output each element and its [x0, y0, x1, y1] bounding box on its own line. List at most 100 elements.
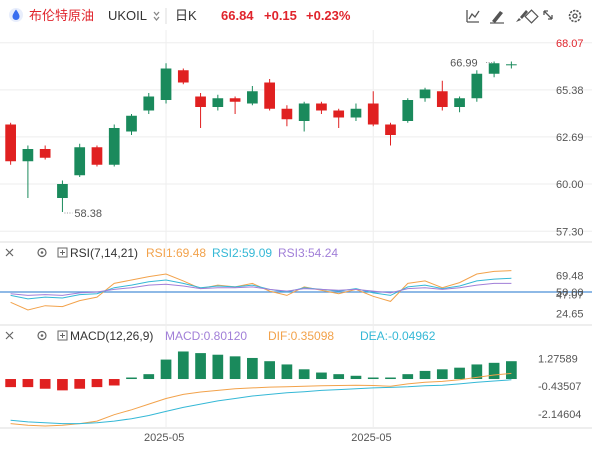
candle-body: [506, 64, 517, 66]
close-indicator-icon[interactable]: [5, 248, 14, 257]
candle: [333, 108, 345, 128]
macd-histogram-bar: [212, 354, 224, 380]
macd-histogram-bar: [74, 379, 86, 389]
settings-icon[interactable]: [568, 9, 582, 23]
rsi-series-line: [10, 282, 512, 296]
candle-body: [316, 103, 327, 111]
macd-histogram-bar: [367, 377, 379, 380]
candle-body: [402, 100, 414, 121]
candle: [454, 96, 465, 113]
macd-histogram-bar: [350, 375, 362, 380]
price-grid: [0, 30, 592, 428]
y-tick-label: -0.43507: [538, 381, 581, 393]
candle-body: [350, 108, 362, 118]
high-price-label: 66.99: [450, 58, 478, 70]
candle-body: [385, 124, 396, 135]
candle-body: [160, 68, 172, 100]
macd-panel[interactable]: MACD(12,26,9) MACD:0.80120 DIF:0.35098 D…: [5, 329, 581, 427]
rsi1-label: RSI1:69.48: [146, 246, 206, 260]
candle-body: [281, 108, 293, 120]
macd-histogram-bar: [126, 377, 137, 380]
y-tick-label: 24.65: [556, 309, 584, 321]
price-change-pct: +0.23%: [306, 8, 351, 23]
rsi-panel[interactable]: RSI(7,14,21) RSI1:69.48 RSI2:59.09 RSI3:…: [0, 246, 592, 321]
candle-body: [126, 115, 137, 132]
candle-body: [57, 184, 68, 198]
candle: [177, 68, 189, 85]
y-tick-label: -2.14604: [538, 409, 581, 421]
close-indicator-icon[interactable]: [5, 331, 14, 340]
macd-value-label: MACD:0.80120: [165, 329, 247, 343]
macd-histogram-bar: [5, 379, 16, 388]
fill-icon[interactable]: [524, 9, 539, 24]
macd-histogram-bar: [160, 359, 172, 380]
candle: [402, 98, 414, 123]
symbol-label[interactable]: UKOIL: [108, 8, 147, 23]
candle: [212, 94, 224, 111]
x-tick-label: 2025-05: [144, 432, 184, 444]
brush-icon[interactable]: [516, 10, 528, 22]
macd-histogram-bar: [177, 351, 189, 380]
macd-histogram-bar: [57, 379, 68, 391]
y-tick-label: 68.07: [556, 38, 584, 50]
candle-body: [333, 110, 345, 118]
macd-histogram-bar: [506, 361, 517, 380]
candle: [281, 105, 293, 127]
dif-value-label: DIF:0.35098: [268, 329, 334, 343]
draw-tool-icon[interactable]: [490, 11, 504, 24]
candle-body: [39, 149, 51, 158]
line-chart-icon[interactable]: [466, 10, 480, 23]
macd-legend: MACD(12,26,9) MACD:0.80120 DIF:0.35098 D…: [5, 329, 436, 343]
macd-histogram-bar: [108, 379, 120, 386]
x-tick-label: 2025-05: [351, 432, 391, 444]
low-price-label: 58.38: [74, 208, 102, 220]
rsi-plot: [0, 270, 592, 311]
candle-body: [298, 103, 310, 121]
candle: [264, 79, 275, 111]
indicator-settings-icon[interactable]: [37, 247, 47, 258]
timeframe-selector[interactable]: 日K: [175, 8, 197, 23]
macd-histogram-bar: [281, 364, 293, 380]
macd-histogram-bar: [91, 379, 103, 388]
candle: [247, 86, 258, 106]
candle: [506, 61, 517, 69]
y-tick-label: 1.27589: [538, 353, 578, 365]
candlestick-panel[interactable]: 68.07 65.38 62.69 60.00 57.30 66.99 58.38: [0, 30, 592, 428]
macd-histogram-bar: [143, 374, 155, 380]
candle: [126, 114, 137, 135]
candle: [195, 93, 206, 128]
resize-icon[interactable]: [543, 10, 553, 20]
expand-indicator-icon[interactable]: [57, 330, 68, 341]
candles: [5, 61, 517, 212]
macd-histogram-bar: [39, 379, 51, 389]
candle: [91, 145, 103, 167]
rsi-series-line: [10, 277, 512, 300]
instrument-name: 布伦特原油: [29, 8, 94, 23]
candle: [298, 101, 310, 132]
candle-body: [436, 91, 448, 107]
indicator-settings-icon[interactable]: [37, 330, 47, 341]
candle: [229, 96, 241, 114]
macd-histogram-bar: [471, 364, 483, 380]
macd-histogram-bar: [436, 369, 448, 380]
candle: [488, 61, 500, 78]
candle-body: [108, 128, 120, 165]
y-tick-label: 65.38: [556, 85, 584, 97]
symbol-dropdown-icon[interactable]: [153, 11, 160, 22]
expand-indicator-icon[interactable]: [57, 247, 68, 258]
instrument-logo-icon: [9, 8, 23, 22]
macd-histogram-bar: [316, 372, 327, 380]
current-price: 66.84: [221, 8, 254, 23]
price-change: +0.15: [264, 8, 297, 23]
rsi3-label: RSI3:54.24: [278, 246, 338, 260]
candle-body: [419, 89, 431, 99]
candle-body: [195, 96, 206, 107]
candle-body: [5, 124, 16, 162]
macd-histogram-bar: [229, 356, 241, 380]
candle: [143, 93, 155, 114]
macd-histogram-bar: [385, 377, 396, 380]
rsi-series-line: [10, 270, 512, 311]
candle-body: [367, 103, 379, 125]
